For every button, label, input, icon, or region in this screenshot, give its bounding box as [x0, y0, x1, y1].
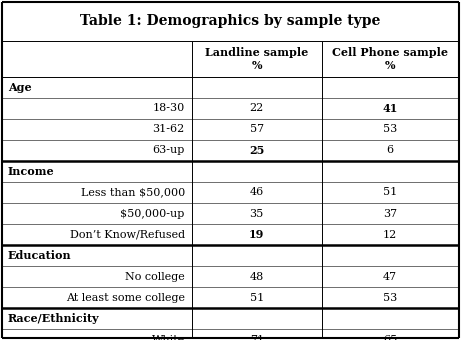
- Text: 47: 47: [383, 272, 397, 282]
- Text: Cell Phone sample
%: Cell Phone sample %: [332, 47, 448, 70]
- Text: Race/Ethnicity: Race/Ethnicity: [8, 313, 100, 324]
- Text: 18-30: 18-30: [153, 103, 185, 113]
- Text: Table 1: Demographics by sample type: Table 1: Demographics by sample type: [80, 14, 381, 28]
- Text: 6: 6: [387, 145, 394, 155]
- Text: 48: 48: [249, 272, 264, 282]
- Text: 57: 57: [250, 124, 264, 134]
- Text: 46: 46: [249, 187, 264, 198]
- Text: 53: 53: [383, 293, 397, 303]
- Text: 31-62: 31-62: [153, 124, 185, 134]
- Text: 53: 53: [383, 124, 397, 134]
- Text: Don’t Know/Refused: Don’t Know/Refused: [70, 230, 185, 240]
- Text: White: White: [152, 335, 185, 340]
- Text: Less than $50,000: Less than $50,000: [81, 187, 185, 198]
- Text: 22: 22: [249, 103, 264, 113]
- Text: Education: Education: [8, 250, 71, 261]
- Text: 19: 19: [249, 229, 265, 240]
- Text: 25: 25: [249, 145, 265, 156]
- Text: 35: 35: [249, 208, 264, 219]
- Text: 51: 51: [383, 187, 397, 198]
- Text: 37: 37: [383, 208, 397, 219]
- Text: Age: Age: [8, 82, 31, 92]
- Text: 51: 51: [249, 293, 264, 303]
- Text: Income: Income: [8, 166, 54, 177]
- Text: 12: 12: [383, 230, 397, 240]
- Text: 65: 65: [383, 335, 397, 340]
- Text: 41: 41: [383, 103, 398, 114]
- Text: At least some college: At least some college: [66, 293, 185, 303]
- Text: 71: 71: [250, 335, 264, 340]
- Text: $50,000-up: $50,000-up: [120, 208, 185, 219]
- Text: No college: No college: [125, 272, 185, 282]
- Text: Landline sample
%: Landline sample %: [205, 47, 308, 70]
- Text: 63-up: 63-up: [153, 145, 185, 155]
